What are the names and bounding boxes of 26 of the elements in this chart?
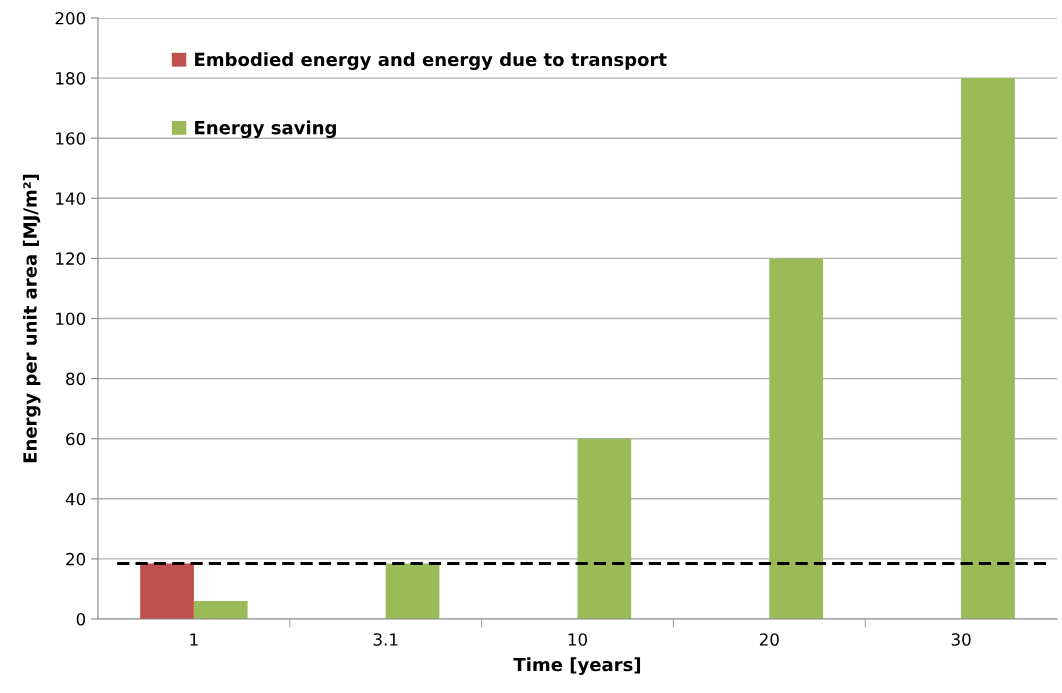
y-tick-label: 20 — [66, 552, 86, 566]
y-tick-label: 40 — [65, 492, 86, 506]
x-tick-label: 1 — [190, 633, 198, 646]
x-axis-title: Time [years] — [513, 657, 641, 675]
y-tick-label: 200 — [55, 11, 86, 25]
legend-label: Energy saving — [195, 120, 336, 139]
x-tick-label: 3.1 — [373, 633, 398, 646]
legend-label: Embodied energy and energy due to transport — [195, 52, 667, 70]
y-tick-label: 120 — [56, 252, 86, 265]
x-tick-label: 30 — [951, 633, 971, 646]
y-tick-label: 140 — [56, 192, 86, 205]
bar — [385, 563, 440, 619]
y-tick-label: 60 — [66, 432, 86, 446]
y-tick-label: 0 — [76, 612, 86, 626]
y-tick-label: 100 — [56, 312, 86, 326]
x-tick-label: 20 — [759, 633, 779, 646]
x-tick-label: 10 — [568, 633, 587, 646]
y-tick-label: 180 — [56, 72, 86, 85]
bar — [961, 78, 1015, 619]
bar — [193, 600, 248, 619]
y-axis-title: Energy per unit area [MJ/m²] — [22, 174, 41, 463]
bar — [577, 438, 632, 619]
bar — [140, 563, 194, 619]
bar — [769, 258, 823, 619]
y-tick-label: 80 — [66, 372, 86, 386]
y-tick-label: 160 — [56, 132, 86, 145]
